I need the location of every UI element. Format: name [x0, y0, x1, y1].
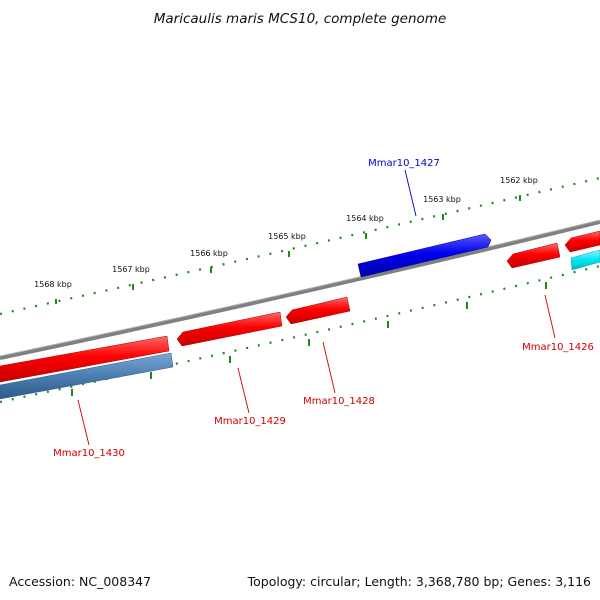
feature-arrow[interactable] — [570, 249, 600, 271]
scale-label: 1568 kbp — [34, 280, 72, 289]
gene-mmar10-1430[interactable] — [0, 335, 170, 383]
gene-arrow[interactable] — [506, 242, 561, 269]
gene-arrow[interactable] — [0, 335, 170, 383]
forward-minor-ticks — [0, 176, 600, 316]
gene-arrow[interactable] — [285, 296, 351, 325]
leader-line — [404, 169, 417, 217]
scale-label: 1564 kbp — [346, 214, 384, 223]
map-title: Maricaulis maris MCS10, complete genome — [154, 11, 447, 27]
leader-line — [237, 367, 250, 414]
scale-label: 1567 kbp — [112, 265, 150, 274]
feature-arrow[interactable] — [0, 352, 174, 400]
gene-label[interactable]: Mmar10_1428 — [303, 396, 375, 407]
leader-line — [322, 341, 336, 394]
reverse-tick-track — [0, 264, 600, 404]
gene-mmar10-1426[interactable] — [506, 242, 561, 269]
gene-label[interactable]: Mmar10_1429 — [214, 416, 286, 427]
gene-arrow[interactable] — [176, 311, 283, 347]
gene-mmar10-1429[interactable] — [176, 311, 283, 347]
feature-partial-cyan[interactable] — [570, 249, 600, 271]
gene-label[interactable]: Mmar10_1427 — [368, 158, 440, 169]
genome-backbone-highlight — [0, 219, 600, 357]
gene-arrow[interactable] — [357, 233, 492, 278]
gene-label[interactable]: Mmar10_1426 — [522, 342, 594, 353]
gene-arrow[interactable] — [564, 230, 600, 253]
feature-steelblue[interactable] — [0, 352, 174, 400]
leader-line — [77, 399, 90, 446]
accession-text: Accession: NC_008347 — [9, 574, 151, 589]
gene-mmar10-1427[interactable] — [357, 233, 492, 278]
gene-label[interactable]: Mmar10_1430 — [53, 448, 125, 459]
forward-tick-track — [0, 176, 600, 316]
scale-label: 1562 kbp — [500, 176, 538, 185]
leader-line — [544, 294, 556, 339]
genome-summary-text: Topology: circular; Length: 3,368,780 bp… — [247, 574, 591, 589]
reverse-minor-ticks — [0, 264, 600, 404]
gene-mmar10-1428[interactable] — [285, 296, 351, 325]
scale-label: 1563 kbp — [423, 195, 461, 204]
genome-backbone — [0, 220, 600, 360]
gene-partial-red[interactable] — [564, 230, 600, 253]
scale-label: 1566 kbp — [190, 249, 228, 258]
scale-label: 1565 kbp — [268, 232, 306, 241]
